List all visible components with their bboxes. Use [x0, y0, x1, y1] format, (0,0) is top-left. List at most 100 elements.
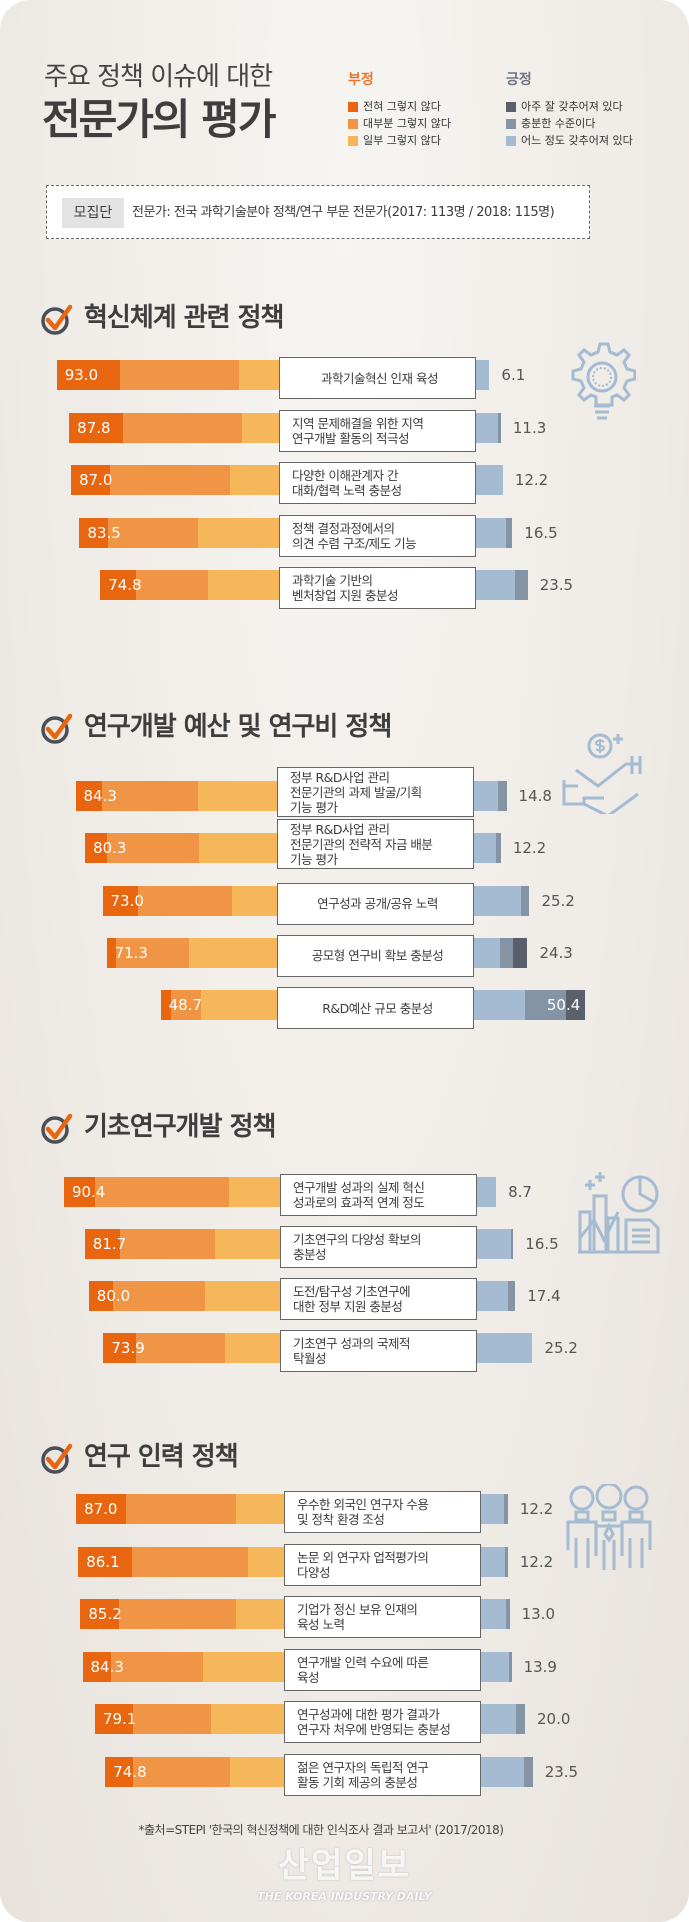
category-label: 정부 R&D사업 관리 전문기관의 과제 발굴/기획 기능 평가: [277, 767, 474, 817]
bar-segment-partly-disagree: [201, 990, 277, 1021]
bar-segment-somewhat: [476, 570, 516, 600]
bar-segment-mostly-disagree: [101, 781, 198, 811]
bar-segment-sufficient: [515, 1704, 525, 1735]
source-note: *출처=STEPI '한국의 혁신정책에 대한 인식조사 결과 보고서' (20…: [138, 1823, 504, 1837]
bar-segment-sufficient: [505, 1599, 510, 1630]
bar-segment-sufficient: [497, 781, 507, 811]
bar-segment-partly-disagree: [224, 1333, 280, 1363]
positive-total-label: 12.2: [512, 839, 547, 858]
bar-segment-partly-disagree: [197, 781, 277, 811]
bar-segment-partly-disagree: [248, 1546, 284, 1577]
category-label: 정책 결정과정에서의 의견 수렴 구조/제도 기능: [279, 514, 476, 557]
bar-segment-somewhat: [474, 885, 521, 916]
legend-label: 어느 정도 갖추어져 있다: [521, 134, 633, 147]
bar-segment-mostly-disagree: [126, 1494, 237, 1524]
positive-total-label: 13.0: [521, 1605, 555, 1624]
bar-segment-partly-disagree: [229, 465, 279, 495]
title-line-1: 주요 정책 이슈에 대한: [44, 62, 273, 92]
category-label: 도전/탐구성 기초연구에 대한 정부 지원 충분성: [280, 1278, 477, 1320]
bar-segment-strongly-disagree: [63, 1177, 95, 1207]
bar-segment-sufficient: [520, 885, 530, 916]
section-title: 기초연구개발 정책: [84, 1112, 276, 1142]
bar-segment-somewhat: [481, 1704, 516, 1735]
positive-total-label: 14.8: [518, 787, 552, 805]
positive-total-label: 24.3: [539, 943, 573, 962]
negative-total-label: 86.1: [86, 1552, 120, 1571]
legend-positive-heading: 긍정: [506, 72, 532, 88]
bar-segment-strongly-disagree: [85, 833, 107, 864]
bar-segment-strongly-disagree: [80, 1599, 119, 1630]
bar-segment-strongly-disagree: [78, 1546, 132, 1577]
positive-total-label: 12.2: [514, 471, 549, 489]
bar-segment-somewhat: [477, 1229, 512, 1259]
bar-segment-partly-disagree: [231, 885, 277, 916]
bar-segment-very-well: [513, 937, 528, 968]
negative-total-label: 80.0: [96, 1287, 131, 1305]
category-label: 연구개발 성과의 실제 혁신 성과로의 효과적 연계 정도: [280, 1174, 477, 1216]
negative-total-label: 81.7: [92, 1235, 127, 1253]
bar-segment-mostly-disagree: [113, 1281, 206, 1311]
watermark-logo: 산업일보: [277, 1846, 412, 1886]
legend-swatch: [348, 136, 358, 146]
legend-swatch: [348, 102, 358, 112]
population-box: [46, 185, 590, 239]
bar-segment-somewhat: [481, 1599, 506, 1630]
check-icon: [40, 303, 74, 337]
legend-item-positive: 충분한 수준이다: [506, 117, 595, 131]
positive-total-label: 16.5: [524, 523, 558, 542]
bar-segment-somewhat: [481, 1651, 510, 1682]
bar-segment-strongly-disagree: [84, 1229, 121, 1259]
positive-total-label: 20.0: [537, 1710, 571, 1729]
bar-segment-sufficient: [499, 937, 514, 968]
negative-total-label: 87.0: [84, 1500, 118, 1518]
bar-segment-strongly-disagree: [75, 781, 102, 811]
bar-segment-mostly-disagree: [138, 885, 232, 916]
category-label: 지역 문제해결을 위한 지역 연구개발 활동의 적극성: [279, 409, 476, 452]
bar-segment-very-well: [565, 990, 585, 1021]
legend-swatch: [348, 119, 358, 129]
category-label: 연구성과 공개/공유 노력: [277, 882, 474, 925]
section-title: 혁신체계 관련 정책: [84, 303, 284, 333]
legend-label: 전혀 그렇지 않다: [363, 100, 441, 113]
bar-segment-strongly-disagree: [56, 360, 120, 390]
negative-total-label: 87.0: [79, 471, 113, 489]
bar-segment-somewhat: [481, 1546, 505, 1577]
bar-segment-partly-disagree: [229, 1177, 280, 1207]
legend-item-negative: 대부분 그렇지 않다: [348, 117, 451, 131]
bar-segment-mostly-disagree: [116, 937, 190, 968]
bar-segment-partly-disagree: [236, 1494, 284, 1524]
bar-segment-mostly-disagree: [119, 360, 239, 390]
bar-segment-somewhat: [476, 465, 503, 495]
legend-item-positive: 어느 정도 갖추어져 있다: [506, 134, 633, 148]
legend-item-negative: 전혀 그렇지 않다: [348, 100, 441, 114]
positive-total-label: 12.2: [519, 1552, 554, 1571]
category-label: 정부 R&D사업 관리 전문기관의 전략적 자금 배분 기능 평가: [277, 819, 474, 870]
bar-segment-partly-disagree: [241, 412, 279, 443]
category-label: 연구개발 인력 수요에 따른 육성: [284, 1648, 481, 1691]
bar-segment-partly-disagree: [205, 1281, 280, 1311]
bar-segment-strongly-disagree: [105, 1757, 133, 1787]
population-text: 전문가: 전국 과학기술분야 정책/연구 부문 전문가(2017: 113명 /…: [132, 205, 555, 220]
bar-segment-sufficient: [511, 1229, 514, 1259]
category-label: 젊은 연구자의 독립적 연구 활동 기회 제공의 충분성: [284, 1754, 481, 1796]
money-hand-icon: [562, 730, 646, 814]
negative-total-label: 93.0: [64, 366, 99, 384]
category-label: 과학기술 기반의 벤처창업 지원 충분성: [279, 567, 476, 609]
negative-total-label: 73.9: [111, 1339, 145, 1357]
bar-segment-partly-disagree: [198, 833, 277, 864]
legend-label: 아주 잘 갖추어져 있다: [521, 100, 623, 113]
check-icon: [40, 712, 74, 746]
positive-total-label: 25.2: [544, 1339, 578, 1357]
category-label: 기업가 정신 보유 인재의 육성 노력: [284, 1596, 481, 1639]
bar-segment-strongly-disagree: [103, 1333, 136, 1363]
positive-total-label: 13.9: [523, 1657, 557, 1676]
section-title: 연구 인력 정책: [84, 1442, 239, 1472]
section-title: 연구개발 예산 및 연구비 정책: [84, 712, 392, 742]
bar-segment-sufficient: [496, 833, 501, 864]
positive-total-label: 6.1: [501, 366, 526, 384]
check-icon: [40, 1442, 74, 1476]
positive-total-label: 8.7: [508, 1183, 532, 1201]
negative-total-label: 90.4: [71, 1183, 106, 1201]
bar-segment-mostly-disagree: [136, 570, 209, 600]
bar-segment-mostly-disagree: [132, 1757, 230, 1787]
